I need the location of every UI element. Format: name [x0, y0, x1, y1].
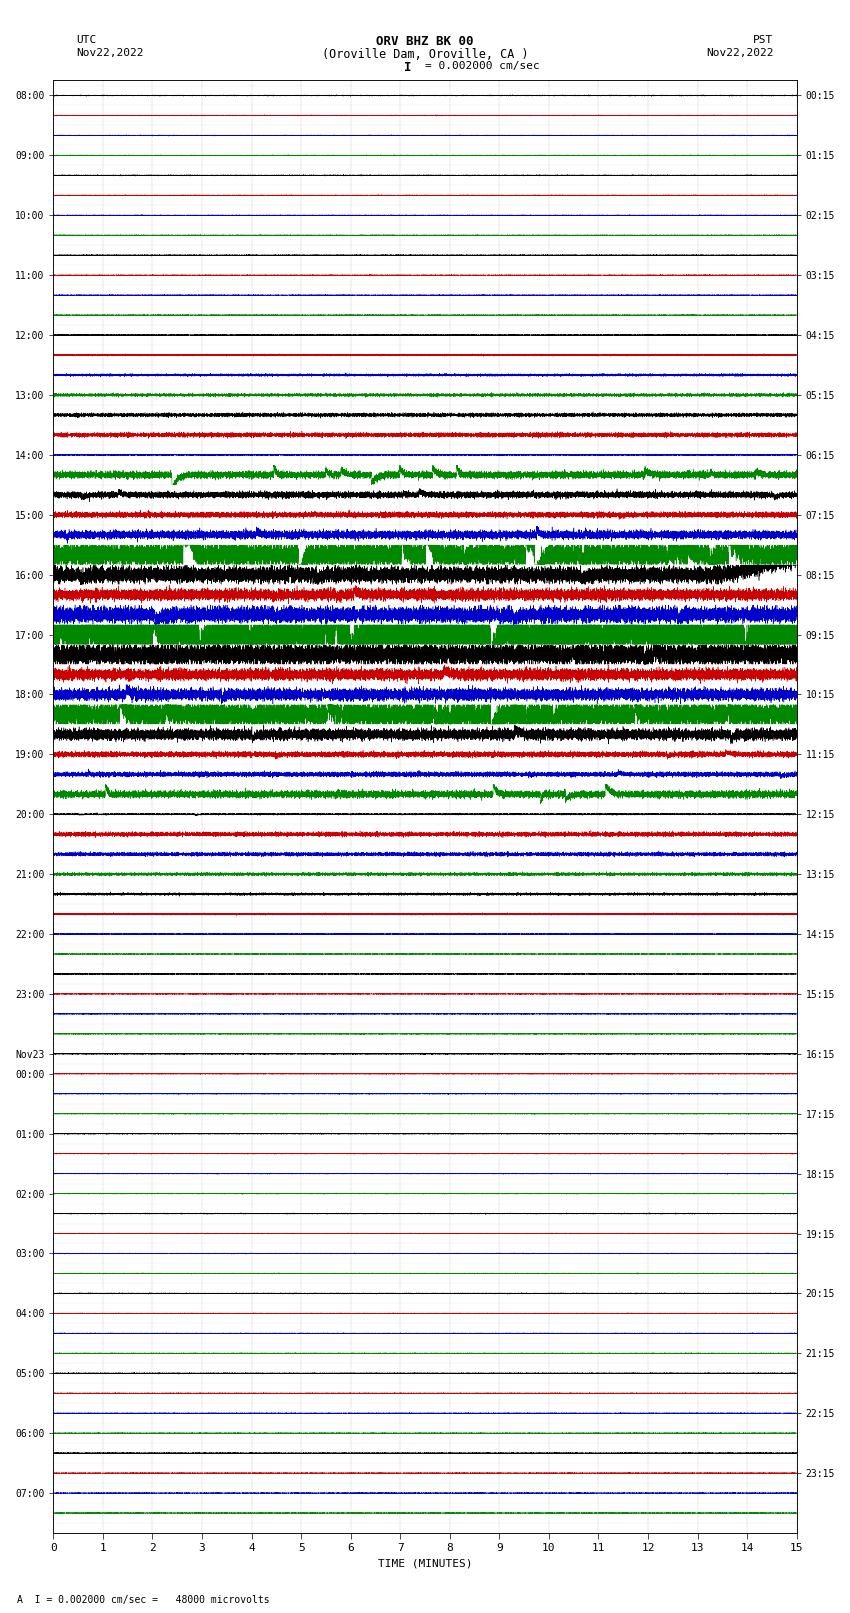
Text: UTC: UTC — [76, 35, 97, 45]
Text: Nov22,2022: Nov22,2022 — [706, 48, 774, 58]
Text: = 0.002000 cm/sec: = 0.002000 cm/sec — [425, 61, 540, 71]
Text: A  I = 0.002000 cm/sec =   48000 microvolts: A I = 0.002000 cm/sec = 48000 microvolts — [17, 1595, 269, 1605]
X-axis label: TIME (MINUTES): TIME (MINUTES) — [377, 1560, 473, 1569]
Text: Nov22,2022: Nov22,2022 — [76, 48, 144, 58]
Text: PST: PST — [753, 35, 774, 45]
Text: (Oroville Dam, Oroville, CA ): (Oroville Dam, Oroville, CA ) — [321, 48, 529, 61]
Text: ORV BHZ BK 00: ORV BHZ BK 00 — [377, 35, 473, 48]
Text: I: I — [405, 61, 411, 74]
